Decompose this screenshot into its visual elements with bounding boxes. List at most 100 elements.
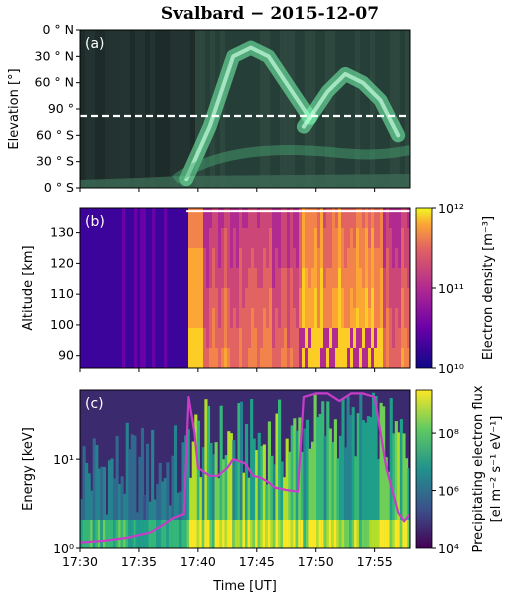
density-cell (206, 208, 210, 229)
panel-b-x-ticks (79, 368, 376, 372)
density-cell (101, 328, 105, 349)
density-cell (86, 208, 90, 229)
flux-column-fill (201, 447, 205, 548)
density-cell (317, 228, 321, 249)
y-tick-label: 90 ° (48, 101, 74, 116)
density-cell (323, 228, 327, 249)
flux-column-fill (359, 394, 363, 548)
flux-column-fill (242, 472, 246, 548)
density-cell (218, 228, 222, 249)
density-cell (194, 328, 198, 349)
panel-a-ylabel: Elevation [°] (7, 68, 22, 149)
flux-column-low (328, 520, 332, 548)
density-cell (281, 228, 285, 249)
density-cell (95, 328, 99, 349)
characteristic-energy-line (80, 392, 410, 544)
density-cell (101, 228, 105, 249)
density-cell (164, 248, 168, 269)
density-cell (83, 348, 87, 368)
density-cell (248, 268, 252, 289)
density-cell (131, 268, 135, 289)
density-cell (296, 208, 300, 229)
density-cell (347, 248, 351, 269)
density-cell (188, 328, 192, 349)
density-cell (371, 288, 375, 309)
density-cell (167, 308, 171, 329)
density-cell (287, 328, 291, 349)
density-cell (311, 208, 315, 229)
density-cell (233, 228, 237, 249)
density-cell (248, 288, 252, 309)
flux-column-low (148, 520, 152, 548)
density-cell (224, 308, 228, 329)
density-cell (176, 288, 180, 309)
density-cell (200, 328, 204, 349)
density-cell (293, 208, 297, 229)
density-cell (275, 228, 279, 249)
density-cell (170, 288, 174, 309)
density-cell (302, 228, 306, 249)
density-cell (146, 328, 150, 349)
density-cell (389, 308, 393, 329)
density-cell (179, 208, 183, 229)
density-cell (338, 208, 342, 229)
density-cell (305, 228, 309, 249)
density-cell (206, 308, 210, 329)
keogram-stripe (350, 30, 356, 188)
density-cell (395, 208, 399, 229)
density-cell (239, 228, 243, 249)
density-cell (263, 288, 267, 309)
density-cell (251, 328, 255, 349)
density-cell (332, 228, 336, 249)
density-cell (314, 308, 318, 329)
density-cell (104, 288, 108, 309)
density-cell (290, 328, 294, 349)
density-cell (212, 228, 216, 249)
density-cell (353, 228, 357, 249)
density-cell (278, 288, 282, 309)
density-cell (83, 288, 87, 309)
flux-column-fill (87, 473, 91, 548)
flux-column-low (283, 520, 287, 548)
density-cell (239, 308, 243, 329)
keogram-stripe (135, 30, 141, 188)
x-tick-label: 17:35 (121, 554, 157, 569)
density-cell (212, 248, 216, 269)
density-cell (383, 308, 387, 329)
density-cell (401, 328, 405, 349)
flux-column-low (189, 520, 193, 548)
density-cell (194, 208, 198, 229)
density-cell (287, 348, 291, 368)
density-cell (113, 308, 117, 329)
flux-column-fill (341, 398, 345, 548)
density-cell (323, 308, 327, 329)
density-cell (242, 228, 246, 249)
density-cell (323, 208, 327, 229)
density-cell (107, 208, 111, 229)
density-cell (143, 348, 147, 368)
density-cell (221, 228, 225, 249)
density-cell (122, 288, 126, 309)
density-cell (143, 308, 147, 329)
density-cell (383, 268, 387, 289)
density-cell (362, 308, 366, 329)
flux-column-low (232, 520, 236, 548)
density-cell (149, 288, 153, 309)
density-cell (281, 308, 285, 329)
density-cell (287, 208, 291, 229)
density-cell (308, 268, 312, 289)
density-cell (125, 268, 129, 289)
density-cell (206, 268, 210, 289)
density-cell (302, 208, 306, 229)
density-cell (149, 308, 153, 329)
density-cell (155, 348, 159, 368)
density-cell (329, 328, 333, 349)
keogram-stripe (150, 30, 156, 188)
density-cell (275, 288, 279, 309)
density-cell (170, 348, 174, 368)
panel-c-x-ticks: 17:30 17:35 17:40 17:45 17:50 17:55 (62, 548, 393, 569)
density-cell (386, 208, 390, 229)
density-cell (347, 348, 351, 368)
flux-column-low (298, 520, 302, 548)
density-cell (83, 328, 87, 349)
